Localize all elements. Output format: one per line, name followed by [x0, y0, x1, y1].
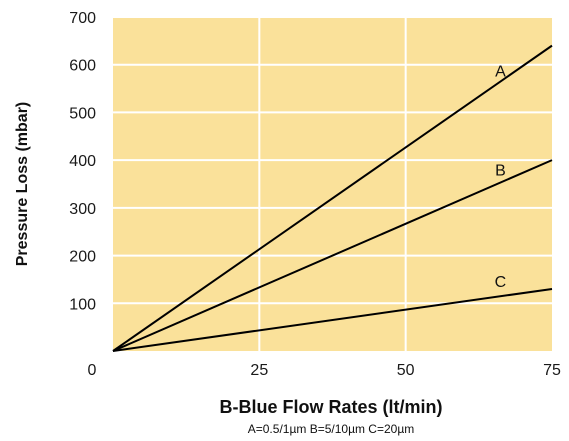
series-line-c	[112, 287, 553, 352]
x-tick-label-25: 25	[250, 362, 268, 379]
x-axis-title: B-Blue Flow Rates (lt/min)	[219, 397, 442, 417]
series-lines	[112, 44, 553, 352]
x-axis-ticks: 25 50 75	[250, 362, 561, 379]
x-tick-label-50: 50	[397, 362, 415, 379]
series-label-c: C	[495, 274, 507, 291]
series-line-b	[112, 159, 553, 352]
series-labels: A B C	[495, 63, 507, 291]
y-tick-label-700: 700	[69, 10, 96, 27]
y-tick-label-100: 100	[69, 296, 96, 313]
series-label-a: A	[495, 63, 506, 80]
y-axis-ticks: 100 200 300 400 500 600 700	[69, 10, 96, 313]
origin-tick-label: 0	[88, 362, 97, 379]
y-tick-label-400: 400	[69, 153, 96, 170]
y-tick-label-200: 200	[69, 249, 96, 266]
series-line-a	[112, 44, 553, 352]
y-tick-label-500: 500	[69, 105, 96, 122]
series-label-b: B	[495, 163, 506, 180]
x-tick-label-75: 75	[543, 362, 561, 379]
grid-lines	[113, 16, 552, 351]
y-tick-label-300: 300	[69, 201, 96, 218]
y-axis-title: Pressure Loss (mbar)	[14, 102, 31, 267]
y-tick-label-600: 600	[69, 58, 96, 75]
series-key-footnote: A=0.5/1µm B=5/10µm C=20µm	[248, 422, 415, 436]
plot-area	[113, 17, 552, 351]
